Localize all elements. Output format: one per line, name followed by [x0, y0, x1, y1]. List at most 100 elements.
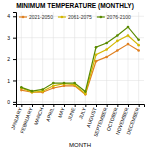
y-tick-label: 2: [7, 56, 10, 62]
x-tick-mark: [139, 104, 140, 107]
y-tick-mark: [13, 16, 16, 17]
x-grid-line: [106, 12, 107, 104]
y-tick-mark: [13, 59, 16, 60]
point: [105, 42, 108, 45]
x-tick: JULY: [77, 104, 87, 120]
x-grid-line: [42, 12, 43, 104]
legend-swatch: [97, 16, 105, 17]
x-tick-mark: [107, 104, 108, 107]
legend-label: 2021-2050: [29, 14, 53, 20]
point: [127, 34, 130, 37]
y-tick: 4: [7, 13, 16, 19]
point: [116, 34, 119, 37]
legend-swatch: [19, 16, 27, 17]
y-grid-line: [16, 59, 144, 60]
y-axis-line: [13, 13, 17, 105]
y-axis: 0 1 2 3 4: [7, 13, 16, 105]
point: [116, 40, 119, 43]
x-tick: APRIL: [44, 104, 55, 122]
point: [116, 49, 119, 52]
x-tick-label: SEPTEMBER: [92, 106, 108, 137]
x-axis-title: MONTH: [69, 142, 91, 148]
x-grid-line: [53, 12, 54, 104]
point: [52, 82, 55, 85]
legend-item: 2061-2075: [58, 14, 92, 20]
point: [95, 53, 98, 56]
x-grid-line: [32, 12, 33, 104]
chart: JANUARYFEBRUARYMARCHAPRILMAYJUNEJULYAUGU…: [0, 0, 150, 150]
x-tick-mark: [43, 104, 44, 107]
point: [84, 93, 87, 96]
x-grid-line: [21, 12, 22, 104]
legend-item: 2076-2100: [97, 14, 131, 20]
x-tick-mark: [96, 104, 97, 107]
plot: JANUARYFEBRUARYMARCHAPRILMAYJUNEJULYAUGU…: [7, 12, 144, 138]
legend-label: 2061-2075: [68, 14, 92, 20]
x-tick: MAY: [56, 104, 65, 119]
x-tick-mark: [128, 104, 129, 107]
x-grid-line: [74, 12, 75, 104]
x-tick-label: JULY: [77, 106, 87, 120]
x-tick-mark: [32, 104, 33, 107]
x-tick-label: FEBRUARY: [19, 106, 34, 134]
y-tick: 1: [7, 78, 16, 84]
x-tick-label: MARCH: [32, 106, 44, 126]
grid: [16, 12, 144, 104]
point: [137, 49, 140, 52]
series-group: [20, 26, 140, 96]
y-tick: 2: [7, 56, 16, 62]
point: [41, 88, 44, 91]
x-tick-label: JUNE: [66, 106, 76, 121]
x-tick: MARCH: [32, 104, 44, 126]
point: [137, 39, 140, 42]
point: [95, 46, 98, 49]
y-tick-label: 1: [7, 78, 10, 84]
series-line: [21, 27, 138, 92]
y-tick-label: 4: [7, 13, 10, 19]
x-tick: SEPTEMBER: [92, 104, 108, 138]
y-grid-line: [16, 80, 144, 81]
title: MINIMUM TEMPERATURE (MONTHLY): [16, 2, 134, 10]
series-line: [21, 36, 138, 94]
x-tick: FEBRUARY: [19, 104, 34, 134]
legend-marker: [100, 16, 103, 19]
x-tick-mark: [75, 104, 76, 107]
x-tick: JUNE: [66, 104, 76, 121]
point: [84, 90, 87, 93]
y-tick-mark: [13, 102, 16, 103]
point: [31, 90, 34, 93]
y-tick-mark: [13, 80, 16, 81]
y-tick: 0: [7, 99, 16, 105]
point: [20, 87, 23, 90]
point: [63, 82, 66, 85]
x-grid-line: [128, 12, 129, 104]
y-tick-label: 0: [7, 99, 10, 105]
x-axis: JANUARYFEBRUARYMARCHAPRILMAYJUNEJULYAUGU…: [9, 104, 144, 138]
legend-item: 2021-2050: [19, 14, 53, 20]
point: [127, 43, 130, 46]
x-tick-mark: [53, 104, 54, 107]
point: [105, 48, 108, 51]
y-tick-mark: [13, 38, 16, 39]
legend-swatch: [58, 16, 66, 17]
point: [127, 26, 130, 29]
legend-label: 2076-2100: [107, 14, 131, 20]
point: [73, 82, 76, 85]
legend-marker: [22, 16, 25, 19]
point: [105, 56, 108, 59]
x-grid-line: [138, 12, 139, 104]
y-tick: 3: [7, 35, 16, 41]
x-tick-label: DECEMBER: [125, 106, 140, 135]
x-tick-mark: [85, 104, 86, 107]
x-grid-line: [64, 12, 65, 104]
point: [137, 44, 140, 47]
x-grid-line: [117, 12, 118, 104]
point: [63, 82, 66, 85]
legend: 2021-2050 2061-2075 2076-2100: [19, 14, 131, 20]
point: [20, 86, 23, 89]
x-tick: DECEMBER: [125, 104, 140, 135]
x-tick-mark: [21, 104, 22, 107]
x-tick-label: APRIL: [44, 106, 55, 122]
point: [52, 85, 55, 88]
x-tick-mark: [117, 104, 118, 107]
